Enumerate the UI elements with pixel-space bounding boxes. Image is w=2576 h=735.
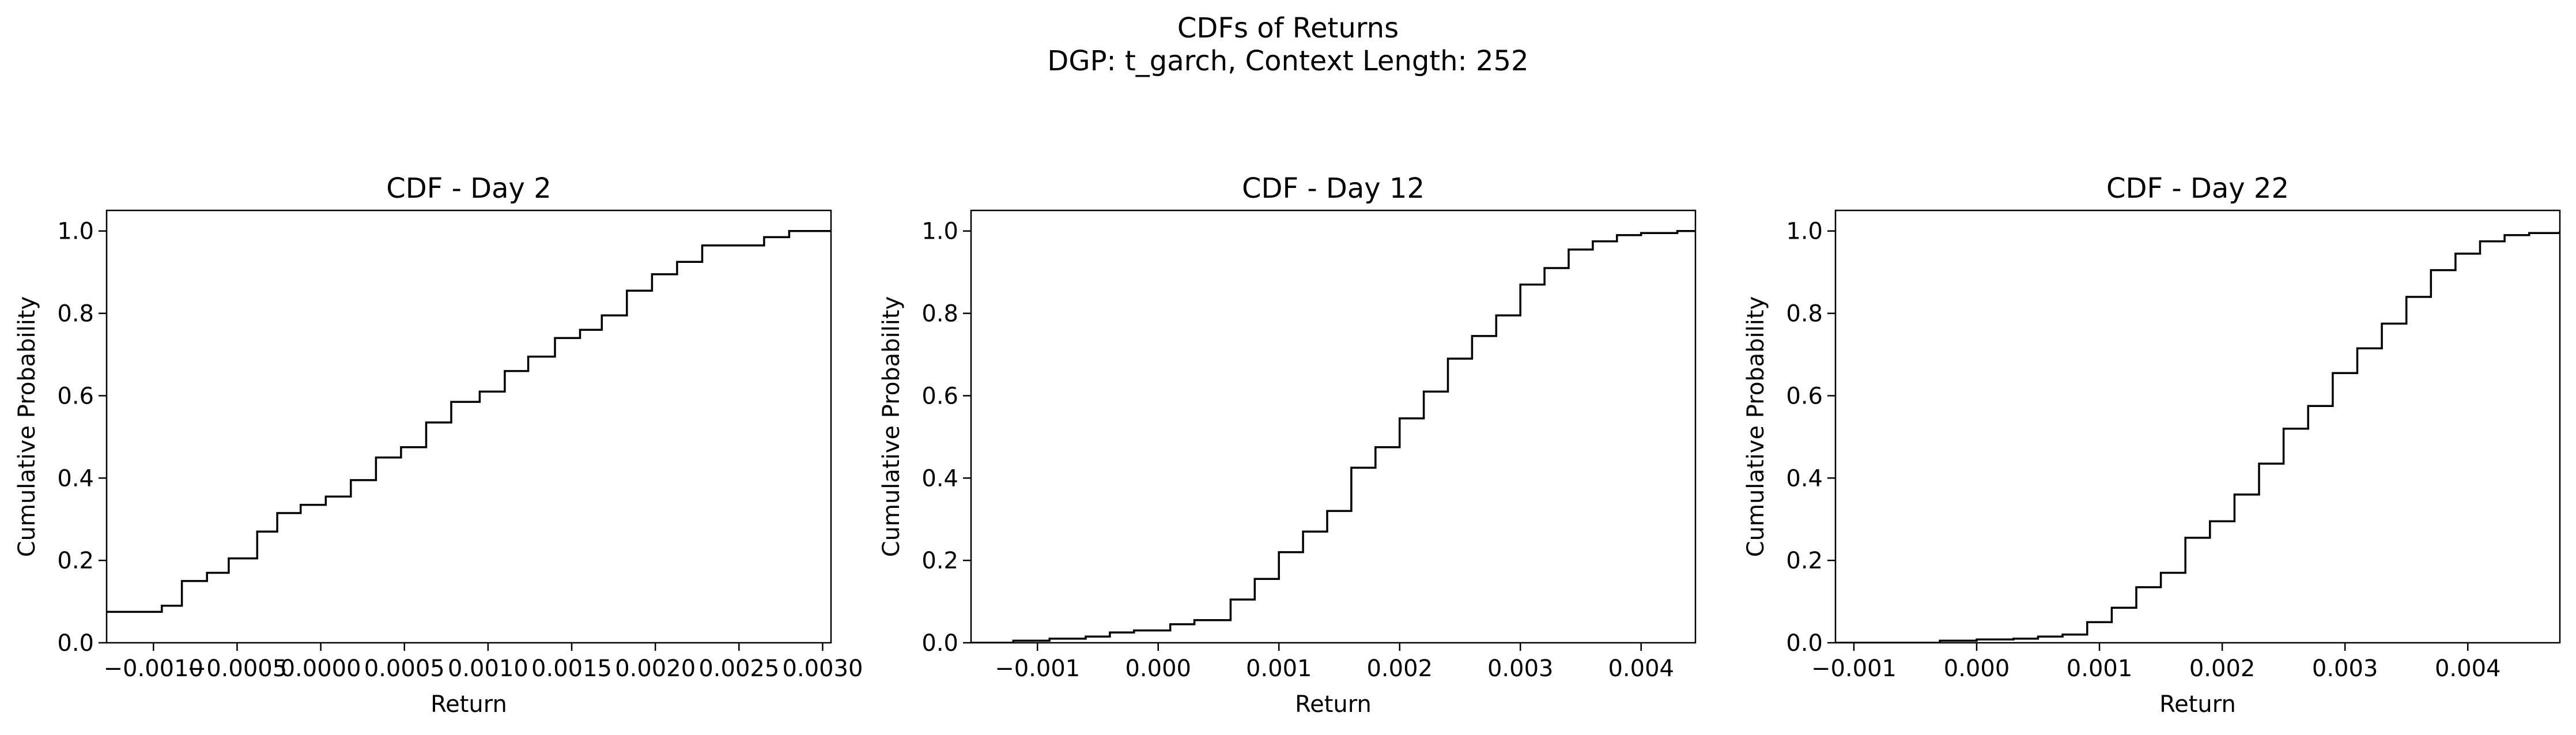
y-tick-label: 0.2 [57, 548, 94, 574]
y-tick-label: 0.4 [1786, 465, 1823, 492]
x-tick-label: −0.0010 [104, 655, 203, 682]
subplot-title: CDF - Day 12 [1242, 172, 1425, 205]
y-tick-label: 0.8 [1786, 301, 1823, 327]
cdf-step-line [971, 229, 1695, 643]
y-tick-label: 0.0 [921, 630, 958, 657]
x-tick-label: 0.002 [2189, 655, 2256, 682]
x-tick-label: 0.001 [2067, 655, 2133, 682]
subplot-title: CDF - Day 2 [386, 172, 552, 205]
x-tick-label: 0.0010 [448, 655, 528, 682]
y-tick-label: 0.6 [921, 383, 958, 409]
y-tick-label: 0.6 [1786, 383, 1823, 409]
x-tick-label: 0.0020 [615, 655, 696, 682]
x-tick-label: 0.0000 [281, 655, 361, 682]
x-tick-label: −0.0005 [187, 655, 287, 682]
y-tick-label: 0.0 [57, 630, 94, 657]
axes-frame [1834, 209, 2561, 644]
y-tick-label: 0.0 [1786, 630, 1823, 657]
y-tick-label: 0.2 [921, 548, 958, 574]
x-tick-label: 0.003 [2312, 655, 2378, 682]
subplot-day-22: CDF - Day 22 −0.001 0.000 0.001 0.002 0.003 0.… [1743, 172, 2561, 718]
figure-title-line-2: DGP: t_garch, Context Length: 252 [1047, 45, 1528, 77]
y-tick-label: 0.4 [921, 465, 958, 492]
y-tick-label: 0.8 [57, 301, 94, 327]
subplot-day-12: CDF - Day 12 −0.001 0.000 0.001 0.002 0.003 0.… [878, 172, 1697, 718]
y-tick-label: 1.0 [57, 218, 94, 245]
y-tick-label: 0.2 [1786, 548, 1823, 574]
y-axis-label: Cumulative Probability [14, 296, 40, 557]
y-tick-label: 0.6 [57, 383, 94, 409]
cdf-step-line [1835, 231, 2560, 643]
x-tick-label: −0.001 [995, 655, 1080, 682]
x-tick-label: 0.000 [1944, 655, 2010, 682]
cdf-step-line [107, 229, 831, 613]
x-axis-label: Return [1295, 691, 1372, 718]
x-tick-label: 0.0005 [364, 655, 445, 682]
y-tick-label: 1.0 [1786, 218, 1823, 245]
x-tick-label: 0.000 [1125, 655, 1191, 682]
subplot-title: CDF - Day 22 [2106, 172, 2289, 205]
x-tick-label: 0.004 [2435, 655, 2501, 682]
x-tick-label: 0.0025 [698, 655, 779, 682]
x-tick-label: 0.0030 [783, 655, 863, 682]
x-tick-label: 0.001 [1246, 655, 1312, 682]
x-tick-label: 0.004 [1608, 655, 1674, 682]
y-tick-label: 1.0 [921, 218, 958, 245]
figure-title-line-1: CDFs of Returns [1177, 12, 1399, 44]
y-axis-label: Cumulative Probability [878, 296, 905, 557]
x-axis-label: Return [430, 691, 507, 718]
y-tick-label: 0.8 [921, 301, 958, 327]
x-tick-label: −0.001 [1811, 655, 1897, 682]
x-tick-label: 0.002 [1366, 655, 1433, 682]
axes-frame [970, 209, 1697, 644]
y-tick-label: 0.4 [57, 465, 94, 492]
y-axis-label: Cumulative Probability [1743, 296, 1769, 557]
x-axis-label: Return [2159, 691, 2236, 718]
x-tick-label: 0.0015 [531, 655, 612, 682]
axes-frame [105, 209, 832, 644]
x-tick-label: 0.003 [1487, 655, 1554, 682]
